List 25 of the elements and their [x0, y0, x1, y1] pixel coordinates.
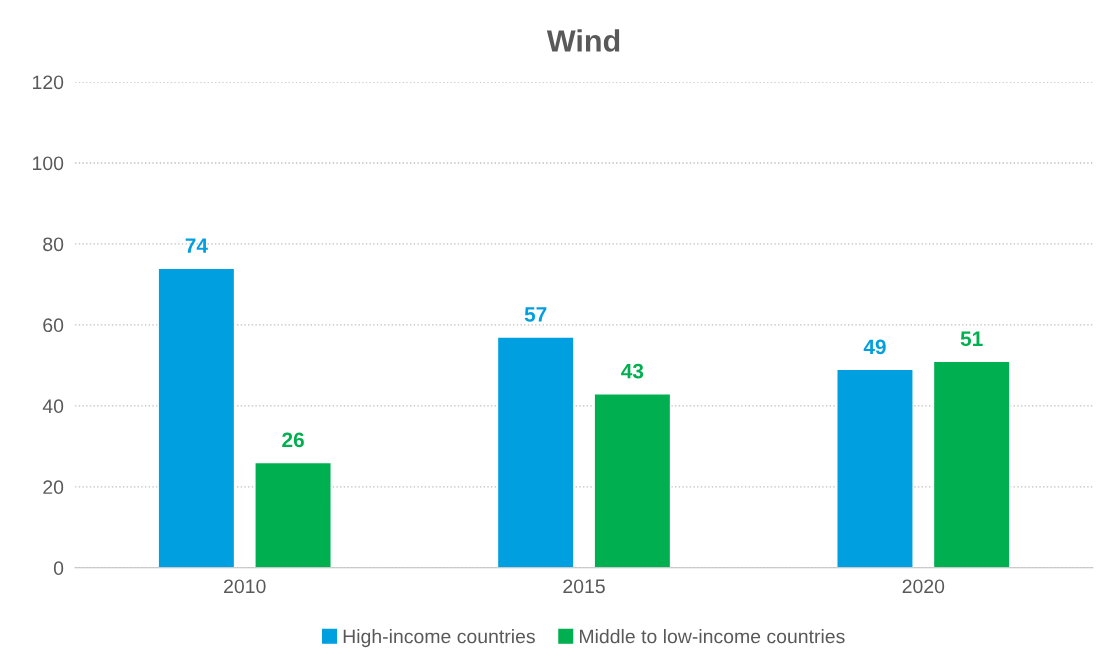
bar — [593, 393, 672, 568]
y-tick-label: 0 — [53, 561, 64, 576]
legend-label: Middle to low-income countries — [579, 629, 845, 644]
data-label: 43 — [621, 363, 644, 379]
bar — [932, 360, 1011, 568]
x-tick-label: 2015 — [563, 579, 605, 594]
y-tick-label: 40 — [42, 399, 64, 414]
chart-title: Wind — [546, 29, 620, 52]
bar — [836, 368, 914, 568]
data-label: 26 — [282, 432, 304, 448]
x-tick-label: 2010 — [224, 579, 266, 594]
legend-label: High-income countries — [343, 629, 535, 648]
data-label: 74 — [185, 238, 208, 253]
data-label: 57 — [524, 307, 547, 322]
bar — [157, 267, 236, 568]
data-label: 49 — [863, 339, 886, 355]
bar — [496, 336, 575, 568]
y-tick-label: 80 — [43, 237, 64, 252]
y-tick-label: 60 — [43, 318, 64, 333]
y-tick-label: 100 — [33, 156, 64, 171]
y-tick-label: 20 — [43, 480, 64, 495]
data-label: 51 — [960, 331, 983, 347]
y-tick-label: 120 — [33, 75, 64, 90]
x-tick-label: 2020 — [902, 579, 945, 594]
bar — [254, 461, 332, 568]
